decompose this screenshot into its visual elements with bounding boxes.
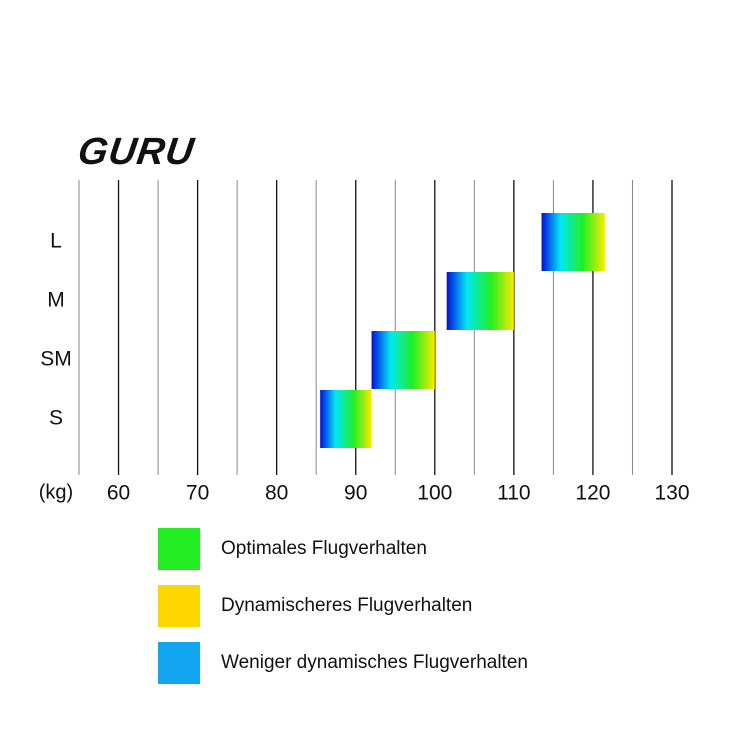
x-tick-label: 110 [497, 482, 530, 505]
range-bar [446, 272, 514, 330]
legend-label: Weniger dynamisches Flugverhalten [221, 652, 528, 673]
x-axis-label: (kg) [39, 481, 73, 503]
legend-swatch [158, 585, 200, 627]
x-tick-label: 90 [344, 482, 367, 505]
x-tick-label: 100 [417, 482, 452, 505]
x-tick-label: 120 [575, 482, 610, 505]
x-tick-label: 80 [265, 482, 288, 505]
x-tick-label: 70 [186, 482, 209, 505]
legend-label: Dynamischeres Flugverhalten [221, 595, 472, 616]
chart-title: GURU [75, 130, 197, 173]
x-tick-label: 60 [107, 482, 130, 505]
range-bar [320, 390, 372, 448]
y-tick-label: SM [40, 348, 72, 371]
y-tick-label: L [50, 230, 62, 253]
y-tick-label: M [47, 289, 65, 312]
legend-swatch [158, 528, 200, 570]
y-tick-label: S [49, 407, 63, 430]
legend-label: Optimales Flugverhalten [221, 538, 427, 559]
legend-swatch [158, 642, 200, 684]
range-bar [371, 331, 435, 389]
x-tick-label: 130 [654, 482, 689, 505]
range-bar [541, 213, 605, 271]
